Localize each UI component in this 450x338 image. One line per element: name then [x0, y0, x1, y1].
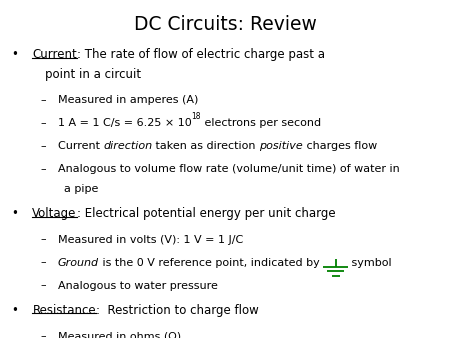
Text: –: – [40, 118, 46, 128]
Text: •: • [11, 304, 18, 316]
Text: –: – [40, 331, 46, 338]
Text: Ground: Ground [58, 258, 99, 268]
Text: Current: Current [58, 141, 103, 151]
Text: positive: positive [259, 141, 303, 151]
Text: Analogous to volume flow rate (volume/unit time) of water in: Analogous to volume flow rate (volume/un… [58, 164, 399, 174]
Text: Analogous to water pressure: Analogous to water pressure [58, 281, 217, 291]
Text: 18: 18 [191, 112, 201, 121]
Text: –: – [40, 164, 46, 174]
Text: •: • [11, 48, 18, 61]
Text: : The rate of flow of electric charge past a: : The rate of flow of electric charge pa… [77, 48, 325, 61]
Text: Voltage: Voltage [32, 207, 77, 220]
Text: charges flow: charges flow [303, 141, 377, 151]
Text: Measured in ohms (Ω): Measured in ohms (Ω) [58, 331, 181, 338]
Text: Measured in amperes (A): Measured in amperes (A) [58, 95, 198, 105]
Text: is the 0 V reference point, indicated by: is the 0 V reference point, indicated by [99, 258, 323, 268]
Text: –: – [40, 281, 46, 291]
Text: point in a circuit: point in a circuit [45, 68, 141, 80]
Text: symbol: symbol [348, 258, 392, 268]
Text: :  Restriction to charge flow: : Restriction to charge flow [96, 304, 259, 316]
Text: a pipe: a pipe [64, 184, 99, 194]
Text: direction: direction [103, 141, 152, 151]
Text: Measured in volts (V): 1 V = 1 J/C: Measured in volts (V): 1 V = 1 J/C [58, 235, 243, 245]
Text: taken as direction: taken as direction [152, 141, 259, 151]
Text: •: • [11, 207, 18, 220]
Text: Resistance: Resistance [32, 304, 96, 316]
Text: electrons per second: electrons per second [201, 118, 321, 128]
Text: : Electrical potential energy per unit charge: : Electrical potential energy per unit c… [77, 207, 335, 220]
Text: Current: Current [32, 48, 77, 61]
Text: 1 A = 1 C/s = 6.25 × 10: 1 A = 1 C/s = 6.25 × 10 [58, 118, 191, 128]
Text: –: – [40, 141, 46, 151]
Text: DC Circuits: Review: DC Circuits: Review [134, 15, 316, 34]
Text: –: – [40, 258, 46, 268]
Text: –: – [40, 235, 46, 245]
Text: –: – [40, 95, 46, 105]
